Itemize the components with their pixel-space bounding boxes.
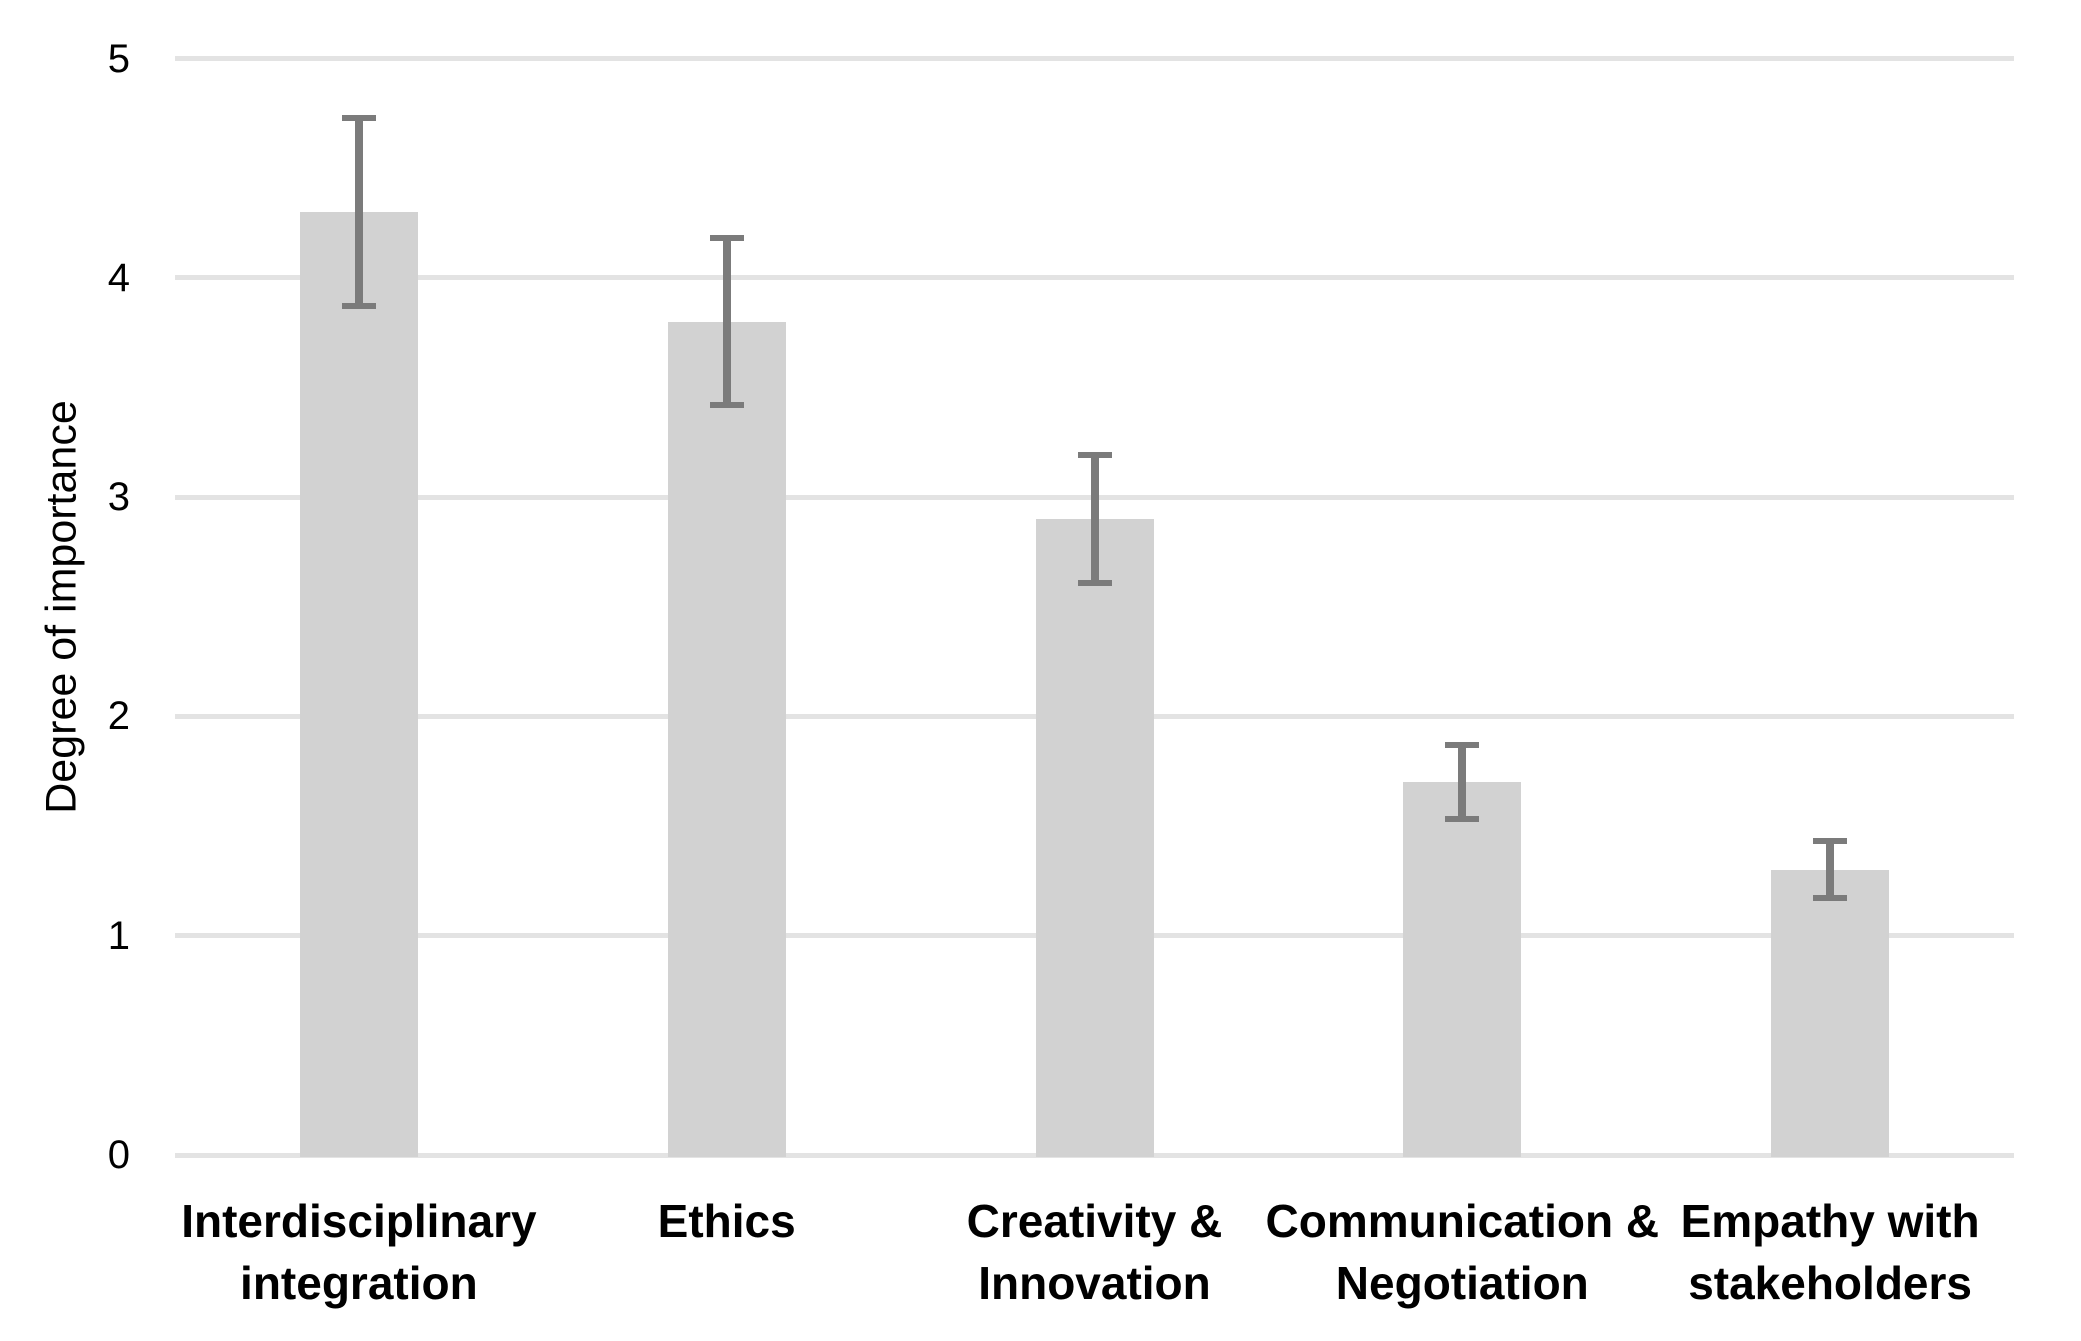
y-tick-label-1: 1 <box>107 913 130 958</box>
y-tick-label-5: 5 <box>107 36 130 81</box>
error-bar-cap-top-2 <box>1077 452 1112 459</box>
gridline-y-4 <box>175 275 2014 281</box>
error-bar-cap-top-4 <box>1813 838 1848 845</box>
y-tick-label-0: 0 <box>107 1133 130 1177</box>
category-label-line: stakeholders <box>1688 1257 1972 1309</box>
category-label-line: Communication & <box>1265 1195 1660 1247</box>
gridline-y-5 <box>175 56 2014 61</box>
error-bar-cap-bottom-1 <box>709 401 744 408</box>
category-label-3: Communication & Negotiation <box>1222 1190 1702 1314</box>
category-label-0: Interdisciplinary integration <box>119 1190 599 1314</box>
category-label-4: Empathy with stakeholders <box>1590 1190 2070 1314</box>
bar-1 <box>667 321 786 1157</box>
error-bar-cap-bottom-2 <box>1077 579 1112 586</box>
bar-3 <box>1403 782 1522 1157</box>
error-bar-cap-top-0 <box>341 114 376 121</box>
category-label-2: Creativity & Innovation <box>855 1190 1335 1314</box>
error-bar-3 <box>1458 744 1467 820</box>
bar-0 <box>299 212 418 1157</box>
error-bar-cap-top-3 <box>1445 741 1480 748</box>
bar-4 <box>1771 869 1890 1157</box>
error-bar-0 <box>354 117 363 307</box>
error-bar-1 <box>722 238 731 405</box>
category-label-line: Interdisciplinary <box>181 1195 537 1247</box>
y-axis-title: Degree of importance <box>37 400 86 814</box>
bar-2 <box>1035 519 1154 1157</box>
error-bar-cap-top-1 <box>709 235 744 242</box>
category-label-line: Creativity & <box>966 1195 1223 1247</box>
category-label-line: Empathy with <box>1680 1195 1980 1247</box>
category-label-line: integration <box>240 1257 478 1309</box>
y-tick-label-3: 3 <box>107 475 130 520</box>
y-tick-label-4: 4 <box>107 255 130 300</box>
category-label-line: Innovation <box>978 1257 1211 1309</box>
error-bar-cap-bottom-0 <box>341 303 376 310</box>
category-label-1: Ethics <box>487 1190 967 1252</box>
category-label-line: Ethics <box>657 1195 796 1247</box>
error-bar-cap-bottom-4 <box>1813 895 1848 902</box>
category-label-line: Negotiation <box>1335 1257 1589 1309</box>
y-tick-label-2: 2 <box>107 694 130 739</box>
error-bar-cap-bottom-3 <box>1445 816 1480 823</box>
error-bar-4 <box>1826 841 1835 899</box>
error-bar-2 <box>1090 455 1099 583</box>
